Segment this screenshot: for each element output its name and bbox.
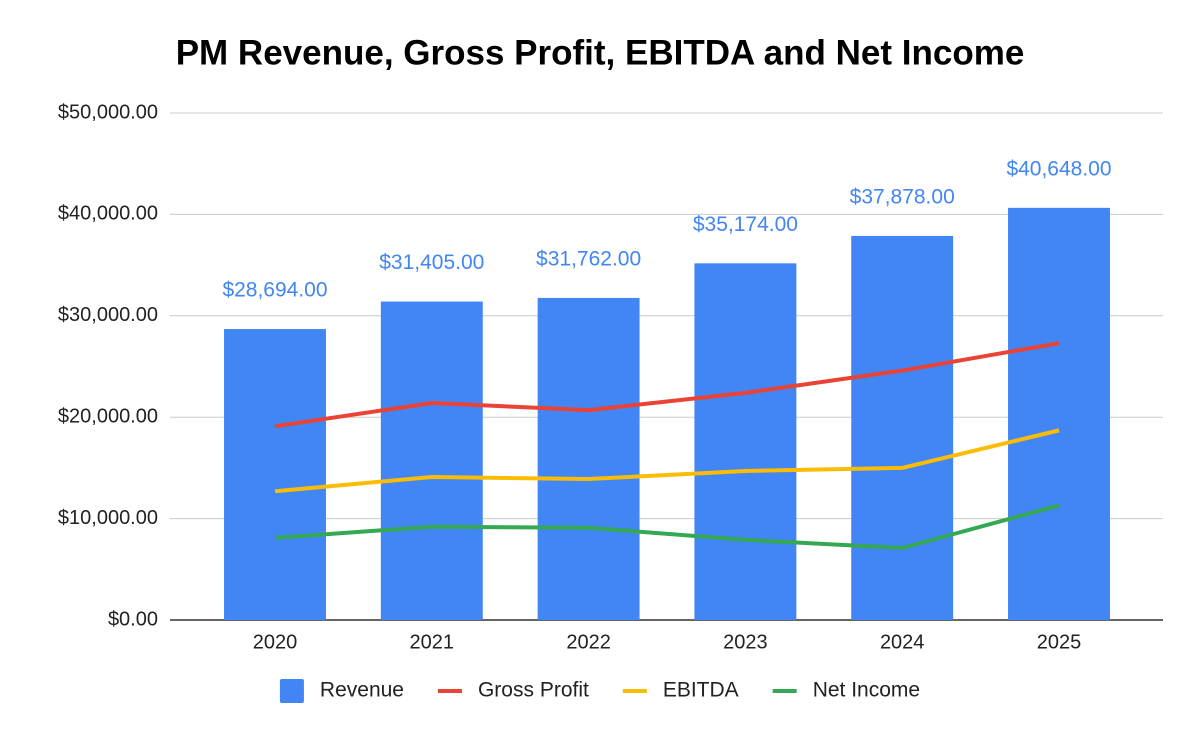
legend-swatch (279, 679, 304, 703)
line (274, 341, 1060, 429)
line (274, 503, 1060, 551)
x-tick-label: 2022 (566, 631, 611, 653)
bar (851, 235, 954, 620)
value-label: $35,174.00 (693, 213, 798, 236)
x-tick-label: 2021 (410, 631, 455, 653)
x-tick-label: 2020 (253, 631, 298, 653)
bar (694, 263, 797, 620)
bar (380, 301, 483, 620)
line (274, 428, 1060, 494)
legend-item: Net Income (772, 679, 920, 702)
legend-label: Net Income (813, 679, 920, 702)
value-label: $31,405.00 (379, 251, 484, 274)
value-label: $28,694.00 (222, 279, 327, 302)
x-tick-label: 2023 (723, 631, 768, 653)
legend-label: EBITDA (663, 679, 739, 702)
bar (224, 329, 326, 620)
y-tick-label: $20,000.00 (58, 405, 158, 427)
legend-label: Gross Profit (478, 679, 589, 702)
bar (1008, 207, 1110, 620)
y-tick-label: $30,000.00 (58, 304, 158, 326)
bar (537, 297, 640, 620)
value-label: $40,648.00 (1006, 157, 1111, 180)
legend-item: EBITDA (622, 679, 739, 702)
y-tick-label: $50,000.00 (58, 101, 158, 123)
y-tick-label: $10,000.00 (58, 507, 158, 529)
legend-label: Revenue (320, 679, 404, 702)
x-tick-label: 2024 (880, 631, 925, 653)
legend-item: Revenue (279, 679, 404, 703)
value-label: $31,762.00 (536, 247, 641, 270)
value-label: $37,878.00 (850, 185, 955, 208)
chart-title: PM Revenue, Gross Profit, EBITDA and Net… (176, 33, 1025, 72)
y-tick-label: $0.00 (108, 608, 158, 630)
y-tick-label: $40,000.00 (58, 203, 158, 225)
legend-item: Gross Profit (437, 679, 589, 702)
x-tick-label: 2025 (1037, 631, 1082, 653)
